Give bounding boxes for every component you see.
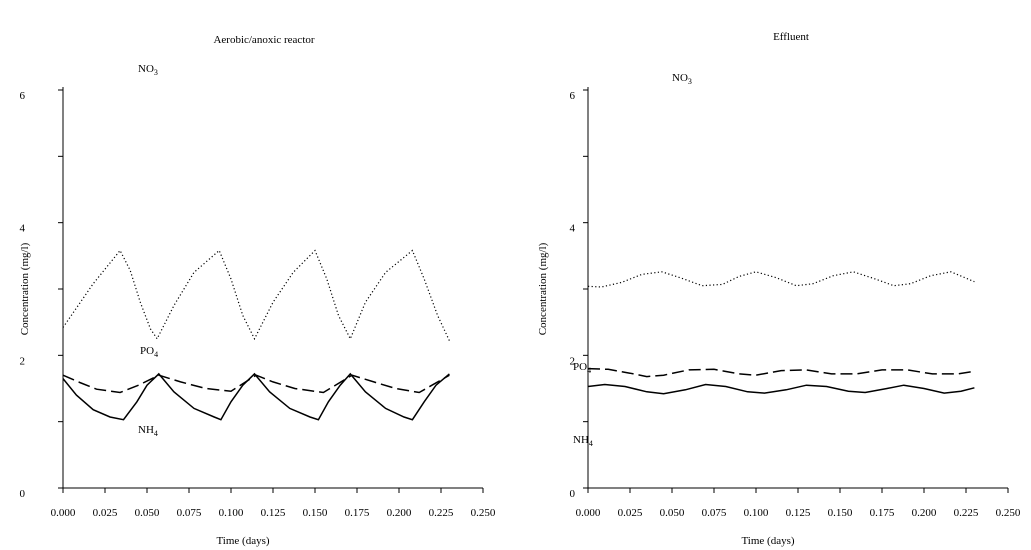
chart-panel-aerobic-anoxic-reactor: Aerobic/anoxic reactor 0.000 0.025 0.050 0.0…: [19, 34, 496, 547]
x-tick-label: 0.225: [429, 507, 454, 519]
x-tick-label: 0.250: [996, 507, 1021, 519]
y-tick-label: 4: [570, 223, 576, 235]
x-tick-label: 0.175: [870, 507, 895, 519]
x-tick-label: 0.100: [744, 507, 769, 519]
chart-panel-effluent: Effluent 0.000 0.025 0.050 0.075 0.100 0.125 0.…: [537, 31, 1021, 547]
x-tick-label: 0.150: [303, 507, 328, 519]
series-line-po4: [587, 367, 975, 378]
y-tick-label: 6: [570, 90, 576, 102]
y-tick-label: 2: [570, 355, 576, 367]
x-tick-label: 0.075: [177, 507, 202, 519]
x-tick-label: 0.125: [786, 507, 811, 519]
series-line-no3: [587, 271, 975, 288]
y-tick-label: 0: [20, 488, 26, 500]
x-tick-label: 0.000: [51, 507, 76, 519]
x-tick-label: 0.075: [702, 507, 727, 519]
x-tick-label: 0.025: [618, 507, 643, 519]
x-tick-label: 0.050: [660, 507, 685, 519]
x-tick-label: 0.100: [219, 507, 244, 519]
series-label-nh4: NH4: [573, 434, 593, 448]
x-tick-label: 0.125: [261, 507, 286, 519]
x-tick-label: 0.175: [345, 507, 370, 519]
x-tick-label: 0.000: [576, 507, 601, 519]
y-axis-label: Concentration (mg/l): [19, 242, 31, 335]
chart-title: Effluent: [773, 31, 809, 43]
x-tick-label: 0.025: [93, 507, 118, 519]
x-tick-label: 0.200: [387, 507, 412, 519]
series-label-no3: NO3: [672, 72, 692, 86]
x-tick-label: 0.050: [135, 507, 160, 519]
y-tick-label: 6: [20, 90, 26, 102]
y-tick-label: 0: [570, 488, 576, 500]
y-tick-label: 4: [20, 223, 26, 235]
series-label-po4: PO4: [573, 361, 591, 375]
y-axis-label: Concentration (mg/l): [537, 242, 549, 335]
series-line-no3: [62, 249, 450, 341]
chart-title: Aerobic/anoxic reactor: [213, 34, 314, 46]
series-line-nh4: [587, 383, 975, 395]
x-tick-label: 0.225: [954, 507, 979, 519]
x-tick-label: 0.250: [471, 507, 496, 519]
x-axis-label: Time (days): [741, 535, 794, 547]
x-axis-label: Time (days): [216, 535, 269, 547]
x-tick-label: 0.200: [912, 507, 937, 519]
series-label-no3: NO3: [138, 63, 158, 77]
x-tick-label: 0.150: [828, 507, 853, 519]
y-tick-label: 2: [20, 355, 26, 367]
series-line-nh4: [62, 372, 450, 421]
series-line-po4: [62, 374, 450, 394]
series-label-po4: PO4: [140, 345, 158, 359]
series-label-nh4: NH4: [138, 424, 158, 438]
